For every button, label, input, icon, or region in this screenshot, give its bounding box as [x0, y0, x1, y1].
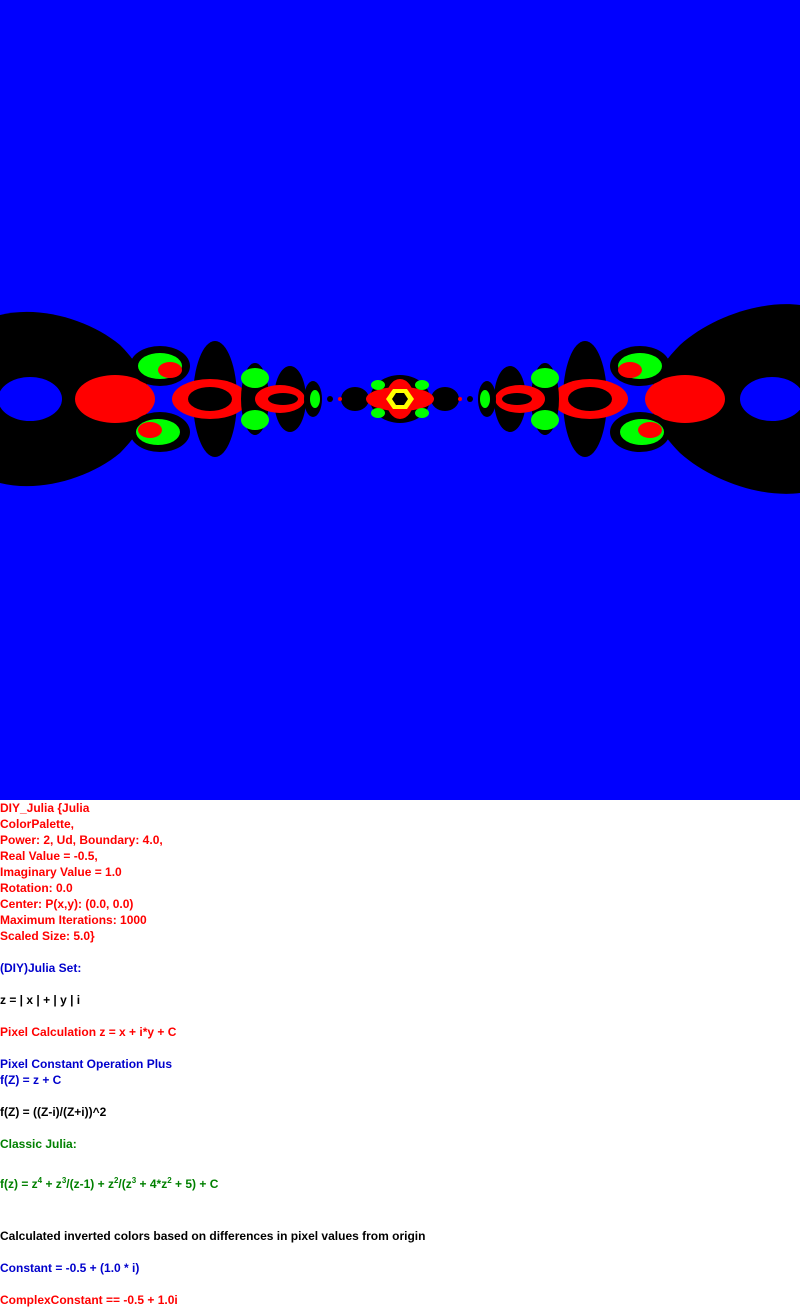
formula-exponent: 3 — [61, 1176, 67, 1185]
param-line: Maximum Iterations: 1000 — [0, 913, 147, 927]
complex-constant-line: ComplexConstant == -0.5 + 1.0i — [0, 1293, 178, 1307]
fractal-satellites-left — [130, 341, 322, 457]
formula-part: f(z) = z — [0, 1177, 38, 1191]
param-line: ColorPalette, — [0, 817, 75, 831]
param-line: Rotation: 0.0 — [0, 881, 73, 895]
fractal-caption: DIY_Julia {Julia ColorPalette, Power: 2,… — [0, 800, 800, 1308]
formula-part: + 5) + C — [171, 1177, 219, 1191]
fz-plus: f(Z) = z + C — [0, 1073, 62, 1087]
fractal-satellites-right — [478, 341, 670, 457]
classic-formula: f(z) = z4 + z3/(z-1) + z2/(z3 + 4*z2 + 5… — [0, 1172, 800, 1196]
param-line: Power: 2, Ud, Boundary: 4.0, — [0, 833, 163, 847]
formula-part: /(z — [118, 1177, 132, 1191]
fz-ratio: f(Z) = ((Z-i)/(Z+i))^2 — [0, 1105, 107, 1119]
julia-fractal-image — [0, 0, 800, 800]
pixel-calculation: Pixel Calculation z = x + i*y + C — [0, 1025, 177, 1039]
formula-exponent: 2 — [167, 1176, 172, 1185]
formula-exponent: 2 — [113, 1176, 119, 1185]
fractal-outer-lobes — [0, 304, 800, 494]
param-line: Center: P(x,y): (0.0, 0.0) — [0, 897, 134, 911]
diy-heading: (DIY)Julia Set: — [0, 961, 82, 975]
fractal-center — [327, 375, 473, 423]
formula-part: + z — [42, 1177, 62, 1191]
constant-line: Constant = -0.5 + (1.0 * i) — [0, 1261, 140, 1275]
param-line: Imaginary Value = 1.0 — [0, 865, 122, 879]
formula-part: /(z-1) + z — [66, 1177, 114, 1191]
pixel-operation: Pixel Constant Operation Plus — [0, 1057, 173, 1071]
z-definition: z = | x | + | y | i — [0, 993, 81, 1007]
param-line: DIY_Julia {Julia — [0, 801, 90, 815]
formula-exponent: 3 — [131, 1176, 137, 1185]
param-line: Scaled Size: 5.0} — [0, 929, 95, 943]
param-line: Real Value = -0.5, — [0, 849, 98, 863]
classic-julia-heading: Classic Julia: — [0, 1137, 77, 1151]
inverted-colors-note: Calculated inverted colors based on diff… — [0, 1229, 426, 1243]
formula-part: + 4*z — [136, 1177, 168, 1191]
formula-exponent: 4 — [37, 1176, 43, 1185]
